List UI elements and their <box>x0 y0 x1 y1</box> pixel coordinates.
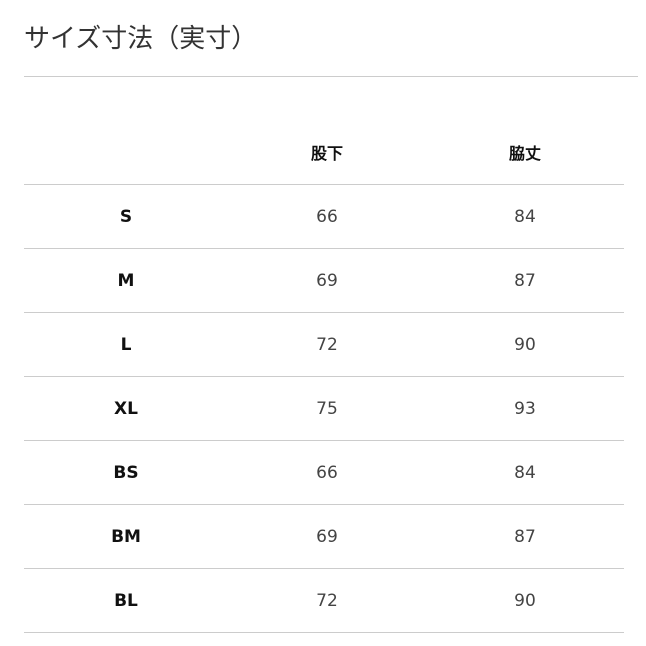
size-table: 股下 脇丈 S 66 84 M 69 87 L 72 90 XL 75 93 BS 66 84 BM 69 87 B… <box>24 120 624 633</box>
table-row: BM 69 87 <box>24 505 624 569</box>
size-label: BL <box>114 590 138 611</box>
title-divider <box>24 76 638 77</box>
size-label: BM <box>111 526 141 547</box>
inseam-value: 72 <box>316 334 338 355</box>
table-row: S 66 84 <box>24 185 624 249</box>
inseam-value: 72 <box>316 590 338 611</box>
size-label: M <box>117 270 135 291</box>
inseam-value: 66 <box>316 462 338 483</box>
table-row: XL 75 93 <box>24 377 624 441</box>
side-length-value: 84 <box>514 462 536 483</box>
side-length-value: 87 <box>514 526 536 547</box>
inseam-value: 75 <box>316 398 338 419</box>
header-side-length: 脇丈 <box>508 144 541 163</box>
side-length-value: 84 <box>514 206 536 227</box>
header-row: 股下 脇丈 <box>24 120 624 185</box>
table-row: M 69 87 <box>24 249 624 313</box>
inseam-value: 69 <box>316 270 338 291</box>
side-length-value: 93 <box>514 398 536 419</box>
inseam-value: 66 <box>316 206 338 227</box>
size-label: L <box>120 334 132 355</box>
size-label: S <box>119 206 133 227</box>
side-length-value: 90 <box>514 590 536 611</box>
table-row: L 72 90 <box>24 313 624 377</box>
table-row: BS 66 84 <box>24 441 624 505</box>
header-inseam: 股下 <box>310 144 343 163</box>
table-row: BL 72 90 <box>24 569 624 633</box>
inseam-value: 69 <box>316 526 338 547</box>
page-title: サイズ寸法（実寸） <box>24 24 258 54</box>
header-size <box>24 120 228 185</box>
size-label: BS <box>113 462 139 483</box>
side-length-value: 87 <box>514 270 536 291</box>
side-length-value: 90 <box>514 334 536 355</box>
size-label: XL <box>114 398 138 419</box>
